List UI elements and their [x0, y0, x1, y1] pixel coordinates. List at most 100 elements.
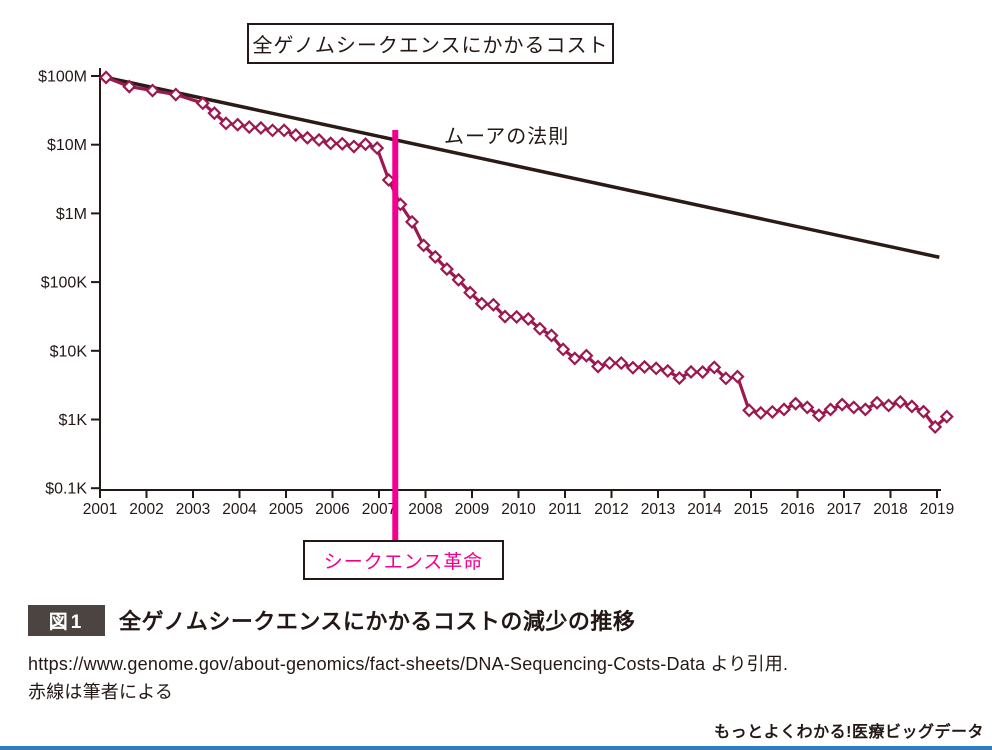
- data-point-marker: [939, 409, 954, 424]
- data-point-marker: [463, 285, 478, 300]
- x-tick-label: 2004: [222, 501, 257, 518]
- figure-badge: 図1: [28, 604, 105, 636]
- x-tick-label: 2019: [920, 501, 954, 518]
- data-point-marker: [218, 116, 234, 131]
- sequence-revolution-box: シークエンス革命: [303, 540, 504, 580]
- data-point-marker: [590, 359, 606, 374]
- data-point-marker: [323, 136, 338, 151]
- data-point-marker: [776, 402, 792, 417]
- data-point-marker: [428, 249, 443, 264]
- x-tick-label: 2009: [455, 501, 489, 518]
- y-tick-label: $1M: [56, 206, 87, 223]
- book-brand-footer: もっとよくわかる!医療ビッグデータ: [714, 724, 984, 741]
- data-point-marker: [614, 356, 629, 371]
- data-point-marker: [358, 137, 373, 152]
- data-point-marker: [881, 398, 896, 413]
- data-point-marker: [765, 404, 780, 419]
- data-point-marker: [509, 309, 524, 324]
- data-point-marker: [370, 141, 385, 156]
- x-tick-label: 2014: [687, 501, 722, 518]
- x-tick-label: 2017: [827, 501, 861, 518]
- x-tick-label: 2010: [501, 501, 536, 518]
- data-point-marker: [404, 214, 420, 229]
- data-point-marker: [869, 395, 885, 410]
- data-point-marker: [300, 130, 315, 145]
- data-point-marker: [556, 342, 571, 357]
- data-point-marker: [916, 404, 931, 419]
- data-point-marker: [718, 371, 733, 386]
- data-point-marker: [242, 119, 257, 135]
- cost-chart: $100M $10M $1M $100K $10K $1K $0.1K 2001 2002 200…: [38, 68, 954, 541]
- x-tick-label: 2003: [176, 501, 210, 518]
- moore-law-line: [105, 75, 940, 259]
- data-point-marker: [416, 238, 431, 253]
- data-point-marker: [521, 311, 536, 326]
- y-tick-label: $10K: [50, 343, 88, 360]
- data-point-marker: [207, 106, 222, 121]
- y-tick-label: $100K: [41, 275, 88, 292]
- data-point-marker: [707, 360, 722, 375]
- x-tick-label: 2015: [734, 501, 768, 518]
- x-tick-label: 2007: [362, 501, 396, 518]
- y-tick-label: $10M: [47, 137, 87, 154]
- bottom-accent-bar: [0, 746, 992, 750]
- x-tick-label: 2002: [129, 501, 163, 518]
- data-point-marker: [311, 132, 327, 147]
- moore-law-label: ムーアの法則: [444, 126, 570, 148]
- data-point-marker: [288, 128, 303, 143]
- data-point-marker: [567, 351, 582, 366]
- y-tick-label: $0.1K: [45, 481, 87, 498]
- data-point-marker: [497, 309, 513, 324]
- data-point-marker: [532, 321, 547, 336]
- data-point-marker: [683, 364, 699, 380]
- x-tick-label: 2012: [594, 501, 628, 518]
- data-point-marker: [660, 363, 675, 378]
- y-tick-label: $1K: [59, 412, 88, 429]
- data-point-marker: [230, 117, 245, 132]
- data-point-marker: [145, 83, 160, 98]
- data-point-marker: [265, 123, 280, 138]
- data-point-marker: [788, 396, 803, 411]
- x-tick-label: 2011: [548, 501, 581, 518]
- figure-caption: 図1 全ゲノムシークエンスにかかるコストの減少の推移: [28, 604, 635, 636]
- data-point-marker: [730, 369, 745, 384]
- data-point-marker: [98, 70, 114, 85]
- x-tick-label: 2006: [315, 501, 349, 518]
- x-tick-label: 2008: [408, 501, 442, 518]
- figure-caption-title: 全ゲノムシークエンスにかかるコストの減少の推移: [119, 609, 636, 634]
- data-point-marker: [602, 356, 617, 371]
- source-note-line: 赤線は筆者による: [28, 682, 174, 702]
- data-point-marker: [858, 402, 873, 417]
- data-point-marker: [346, 139, 361, 154]
- data-point-marker: [649, 361, 664, 376]
- chart-title-box: 全ゲノムシークエンスにかかるコスト: [247, 23, 614, 64]
- data-point-marker: [753, 405, 768, 421]
- data-point-marker: [579, 348, 594, 363]
- data-point-marker: [835, 397, 850, 412]
- data-point-marker: [846, 400, 861, 415]
- data-point-marker: [800, 400, 815, 415]
- x-tick-label: 2016: [780, 501, 814, 518]
- data-point-marker: [823, 402, 838, 417]
- data-point-marker: [122, 79, 137, 94]
- data-point-marker: [195, 96, 210, 111]
- data-point-marker: [168, 87, 183, 102]
- y-tick-label: $100M: [38, 69, 87, 86]
- chart-area: $100M $10M $1M $100K $10K $1K $0.1K 2001 2002 200…: [38, 23, 954, 580]
- data-point-marker: [893, 394, 908, 410]
- x-tick-label: 2001: [83, 501, 117, 518]
- data-point-marker: [625, 360, 640, 375]
- data-point-marker: [486, 297, 501, 312]
- source-url-line: https://www.genome.gov/about-genomics/fa…: [28, 654, 789, 674]
- data-point-marker: [672, 371, 687, 386]
- x-tick-label: 2005: [269, 501, 303, 518]
- data-point-marker: [277, 123, 292, 138]
- x-tick-label: 2013: [641, 501, 675, 518]
- data-point-marker: [253, 120, 268, 135]
- data-point-marker: [695, 364, 710, 380]
- data-point-marker: [928, 419, 943, 434]
- data-point-marker: [474, 296, 489, 311]
- data-point-marker: [742, 403, 757, 418]
- data-point-marker: [811, 408, 826, 423]
